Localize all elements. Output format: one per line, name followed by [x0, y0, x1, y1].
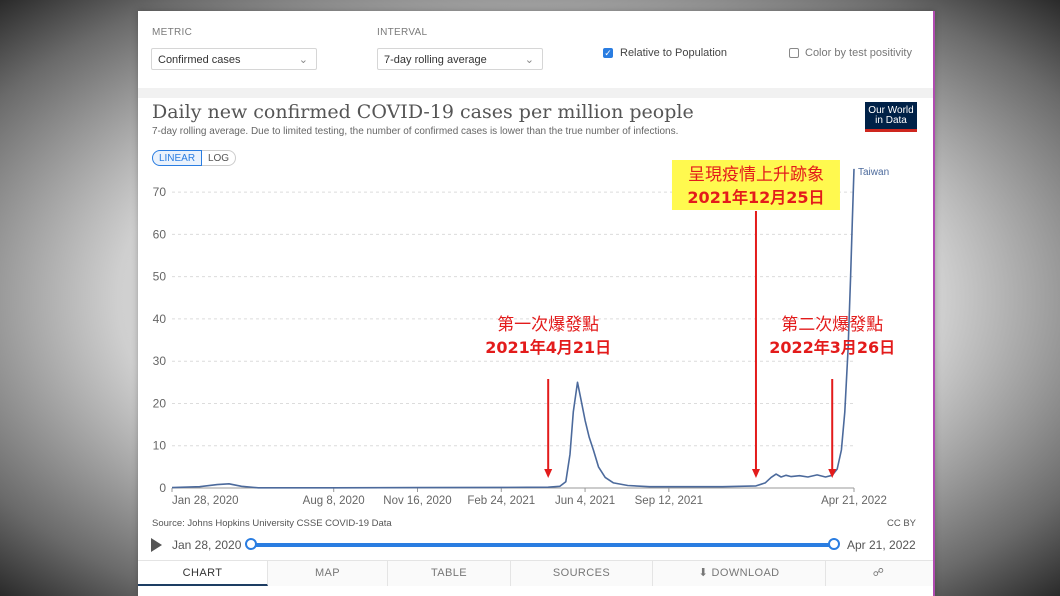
annotation-arrowhead	[828, 469, 837, 478]
tab-map[interactable]: MAP	[268, 561, 388, 586]
annotation-arrowhead	[751, 469, 760, 478]
color-positivity-checkbox[interactable]	[789, 48, 799, 58]
play-icon[interactable]	[151, 538, 162, 552]
x-tick-label: Apr 21, 2022	[821, 495, 887, 507]
tab-chart[interactable]: CHART	[138, 561, 268, 586]
color-positivity-label: Color by test positivity	[805, 47, 912, 59]
annotation-date: 2022年3月26日	[769, 338, 895, 357]
owid-logo[interactable]: Our World in Data	[865, 102, 917, 132]
interval-select[interactable]: 7-day rolling average ⌄	[377, 48, 543, 70]
relative-population-checkbox[interactable]: ✓	[603, 48, 613, 58]
line-chart: 0 10 20 30 40 50 60 70 Jan 28, 2020 Aug 8, 2020 No…	[153, 160, 895, 507]
x-tick-label: Aug 8, 2020	[303, 495, 365, 507]
timeline-start-date: Jan 28, 2020	[172, 538, 242, 552]
timeline-end-date: Apr 21, 2022	[847, 538, 916, 552]
metric-select[interactable]: Confirmed cases ⌄	[151, 48, 317, 70]
timeline-start-handle[interactable]	[245, 538, 257, 550]
owid-chart-card: METRIC Confirmed cases ⌄ INTERVAL 7-day …	[138, 11, 935, 596]
y-tick-label: 40	[153, 312, 167, 326]
tab-sources[interactable]: SOURCES	[511, 561, 653, 586]
y-tick-label: 0	[159, 481, 166, 495]
x-tick-label: Feb 24, 2021	[467, 495, 535, 507]
license-link[interactable]: CC BY	[886, 518, 916, 529]
annotation-title: 呈現疫情上升跡象	[688, 165, 824, 185]
series-line	[171, 168, 855, 489]
annotation-date: 2021年4月21日	[485, 338, 611, 357]
annotation-title: 第二次爆發點	[781, 315, 883, 335]
logo-line-1: Our World	[868, 105, 914, 116]
series-label: Taiwan	[858, 167, 889, 178]
chevron-down-icon: ⌄	[298, 54, 308, 66]
chevron-down-icon: ⌄	[524, 54, 534, 66]
linear-scale-button[interactable]: LINEAR	[152, 150, 202, 166]
tab-download[interactable]: ⬇ DOWNLOAD	[653, 561, 826, 586]
share-icon: ☍	[872, 567, 885, 579]
y-tick-label: 60	[153, 227, 167, 241]
annotation-arrowhead	[544, 469, 553, 478]
metric-label: METRIC	[152, 27, 193, 38]
y-tick-label: 20	[153, 396, 167, 410]
share-button[interactable]: ☍	[826, 561, 931, 586]
tab-table[interactable]: TABLE	[388, 561, 511, 586]
log-scale-button[interactable]: LOG	[202, 150, 236, 166]
annotation-title: 第一次爆發點	[497, 315, 599, 335]
x-tick-label: Jun 4, 2021	[555, 495, 615, 507]
download-icon: ⬇	[698, 567, 709, 579]
y-tick-label: 30	[153, 354, 167, 368]
timeline-end-handle[interactable]	[828, 538, 840, 550]
x-tick-label: Nov 16, 2020	[383, 495, 451, 507]
y-tick-label: 70	[153, 185, 167, 199]
chart-tab-bar: CHART MAP TABLE SOURCES ⬇ DOWNLOAD ☍	[138, 560, 933, 586]
chart-title: Daily new confirmed COVID-19 cases per m…	[152, 101, 694, 123]
metric-value: Confirmed cases	[158, 54, 241, 66]
x-tick-label: Jan 28, 2020	[172, 495, 239, 507]
interval-label: INTERVAL	[377, 27, 428, 38]
annotation-highlight-box	[671, 160, 840, 210]
timeline-track[interactable]	[251, 543, 834, 547]
relative-population-label: Relative to Population	[620, 47, 728, 59]
y-tick-label: 50	[153, 270, 167, 284]
source-note: Source: Johns Hopkins University CSSE CO…	[152, 518, 392, 529]
section-divider	[138, 88, 933, 98]
chart-subtitle: 7-day rolling average. Due to limited te…	[152, 126, 679, 137]
y-tick-label: 10	[153, 439, 167, 453]
logo-line-2: in Data	[875, 115, 907, 126]
interval-value: 7-day rolling average	[384, 54, 487, 66]
x-tick-label: Sep 12, 2021	[635, 495, 703, 507]
annotation-date: 2021年12月25日	[687, 188, 824, 207]
tab-download-label: DOWNLOAD	[711, 567, 780, 579]
